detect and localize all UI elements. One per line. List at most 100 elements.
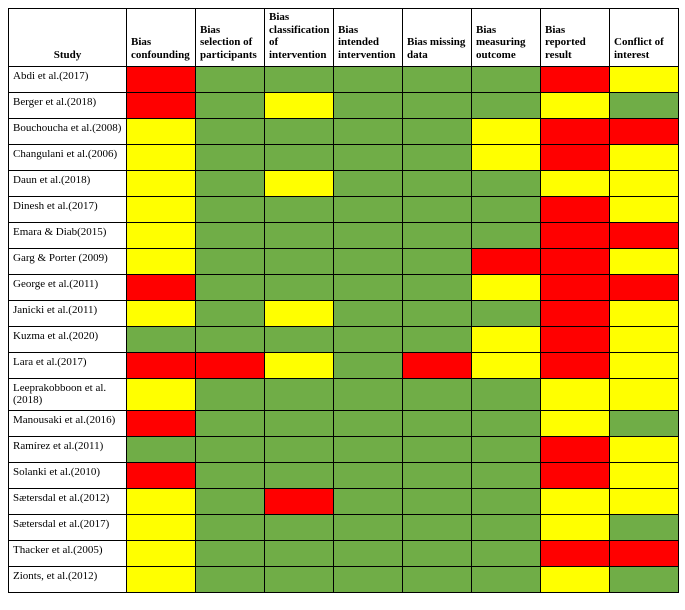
table-row: Sætersdal et al.(2012) [9,488,679,514]
risk-cell [610,436,679,462]
risk-cell [127,566,196,592]
study-cell: Kuzma et al.(2020) [9,326,127,352]
study-cell: Dinesh et al.(2017) [9,196,127,222]
risk-cell [265,274,334,300]
table-row: Changulani et al.(2006) [9,144,679,170]
risk-cell [541,300,610,326]
risk-cell [403,300,472,326]
study-cell: Leeprakobboon et al.(2018) [9,378,127,410]
study-cell: Garg & Porter (2009) [9,248,127,274]
risk-cell [472,436,541,462]
risk-cell [334,462,403,488]
risk-cell [610,462,679,488]
risk-cell [403,410,472,436]
risk-cell [472,462,541,488]
risk-cell [610,410,679,436]
risk-cell [334,274,403,300]
risk-cell [196,144,265,170]
risk-cell [265,248,334,274]
risk-cell [610,326,679,352]
risk-cell [403,66,472,92]
risk-cell [196,222,265,248]
risk-cell [610,488,679,514]
risk-cell [541,410,610,436]
risk-cell [610,222,679,248]
risk-cell [265,488,334,514]
risk-cell [541,196,610,222]
risk-cell [265,566,334,592]
risk-cell [265,462,334,488]
risk-cell [127,196,196,222]
risk-cell [334,326,403,352]
study-cell: Berger et al.(2018) [9,92,127,118]
risk-cell [541,274,610,300]
risk-cell [610,118,679,144]
risk-cell [127,248,196,274]
risk-cell [403,462,472,488]
risk-cell [196,92,265,118]
risk-cell [127,462,196,488]
study-cell: Zionts, et al.(2012) [9,566,127,592]
risk-cell [472,540,541,566]
risk-cell [334,514,403,540]
risk-of-bias-table: Study Bias confounding Bias selection of… [8,8,679,593]
risk-cell [403,352,472,378]
study-cell: Solanki et al.(2010) [9,462,127,488]
risk-cell [334,118,403,144]
risk-cell [265,222,334,248]
risk-cell [265,326,334,352]
table-row: Kuzma et al.(2020) [9,326,679,352]
col-header-bias-confounding: Bias confounding [127,9,196,67]
risk-cell [541,352,610,378]
risk-cell [472,222,541,248]
risk-cell [334,196,403,222]
risk-cell [403,222,472,248]
risk-cell [541,222,610,248]
risk-cell [265,92,334,118]
table-row: Leeprakobboon et al.(2018) [9,378,679,410]
risk-cell [610,170,679,196]
table-row: Thacker et al.(2005) [9,540,679,566]
risk-cell [196,410,265,436]
risk-cell [196,352,265,378]
study-cell: Abdi et al.(2017) [9,66,127,92]
risk-cell [334,488,403,514]
risk-cell [472,378,541,410]
risk-cell [265,352,334,378]
risk-cell [196,326,265,352]
study-cell: Emara & Diab(2015) [9,222,127,248]
risk-cell [265,540,334,566]
risk-cell [541,170,610,196]
table-row: Zionts, et al.(2012) [9,566,679,592]
risk-cell [403,540,472,566]
study-cell: Bouchoucha et al.(2008) [9,118,127,144]
risk-cell [403,144,472,170]
risk-cell [472,514,541,540]
risk-cell [541,566,610,592]
study-cell: Sætersdal et al.(2017) [9,514,127,540]
study-cell: Sætersdal et al.(2012) [9,488,127,514]
risk-cell [334,566,403,592]
risk-cell [265,410,334,436]
table-row: Janicki et al.(2011) [9,300,679,326]
risk-cell [334,352,403,378]
table-row: Abdi et al.(2017) [9,66,679,92]
study-cell: Ramírez et al.(2011) [9,436,127,462]
risk-cell [265,144,334,170]
risk-cell [265,378,334,410]
risk-cell [403,274,472,300]
risk-cell [265,66,334,92]
risk-cell [472,488,541,514]
risk-cell [334,378,403,410]
risk-cell [265,118,334,144]
risk-cell [127,92,196,118]
risk-cell [472,410,541,436]
risk-cell [196,514,265,540]
risk-cell [127,352,196,378]
risk-cell [127,488,196,514]
study-cell: Janicki et al.(2011) [9,300,127,326]
study-cell: Daun et al.(2018) [9,170,127,196]
col-header-bias-intended: Bias intended intervention [334,9,403,67]
risk-cell [196,436,265,462]
risk-cell [403,566,472,592]
